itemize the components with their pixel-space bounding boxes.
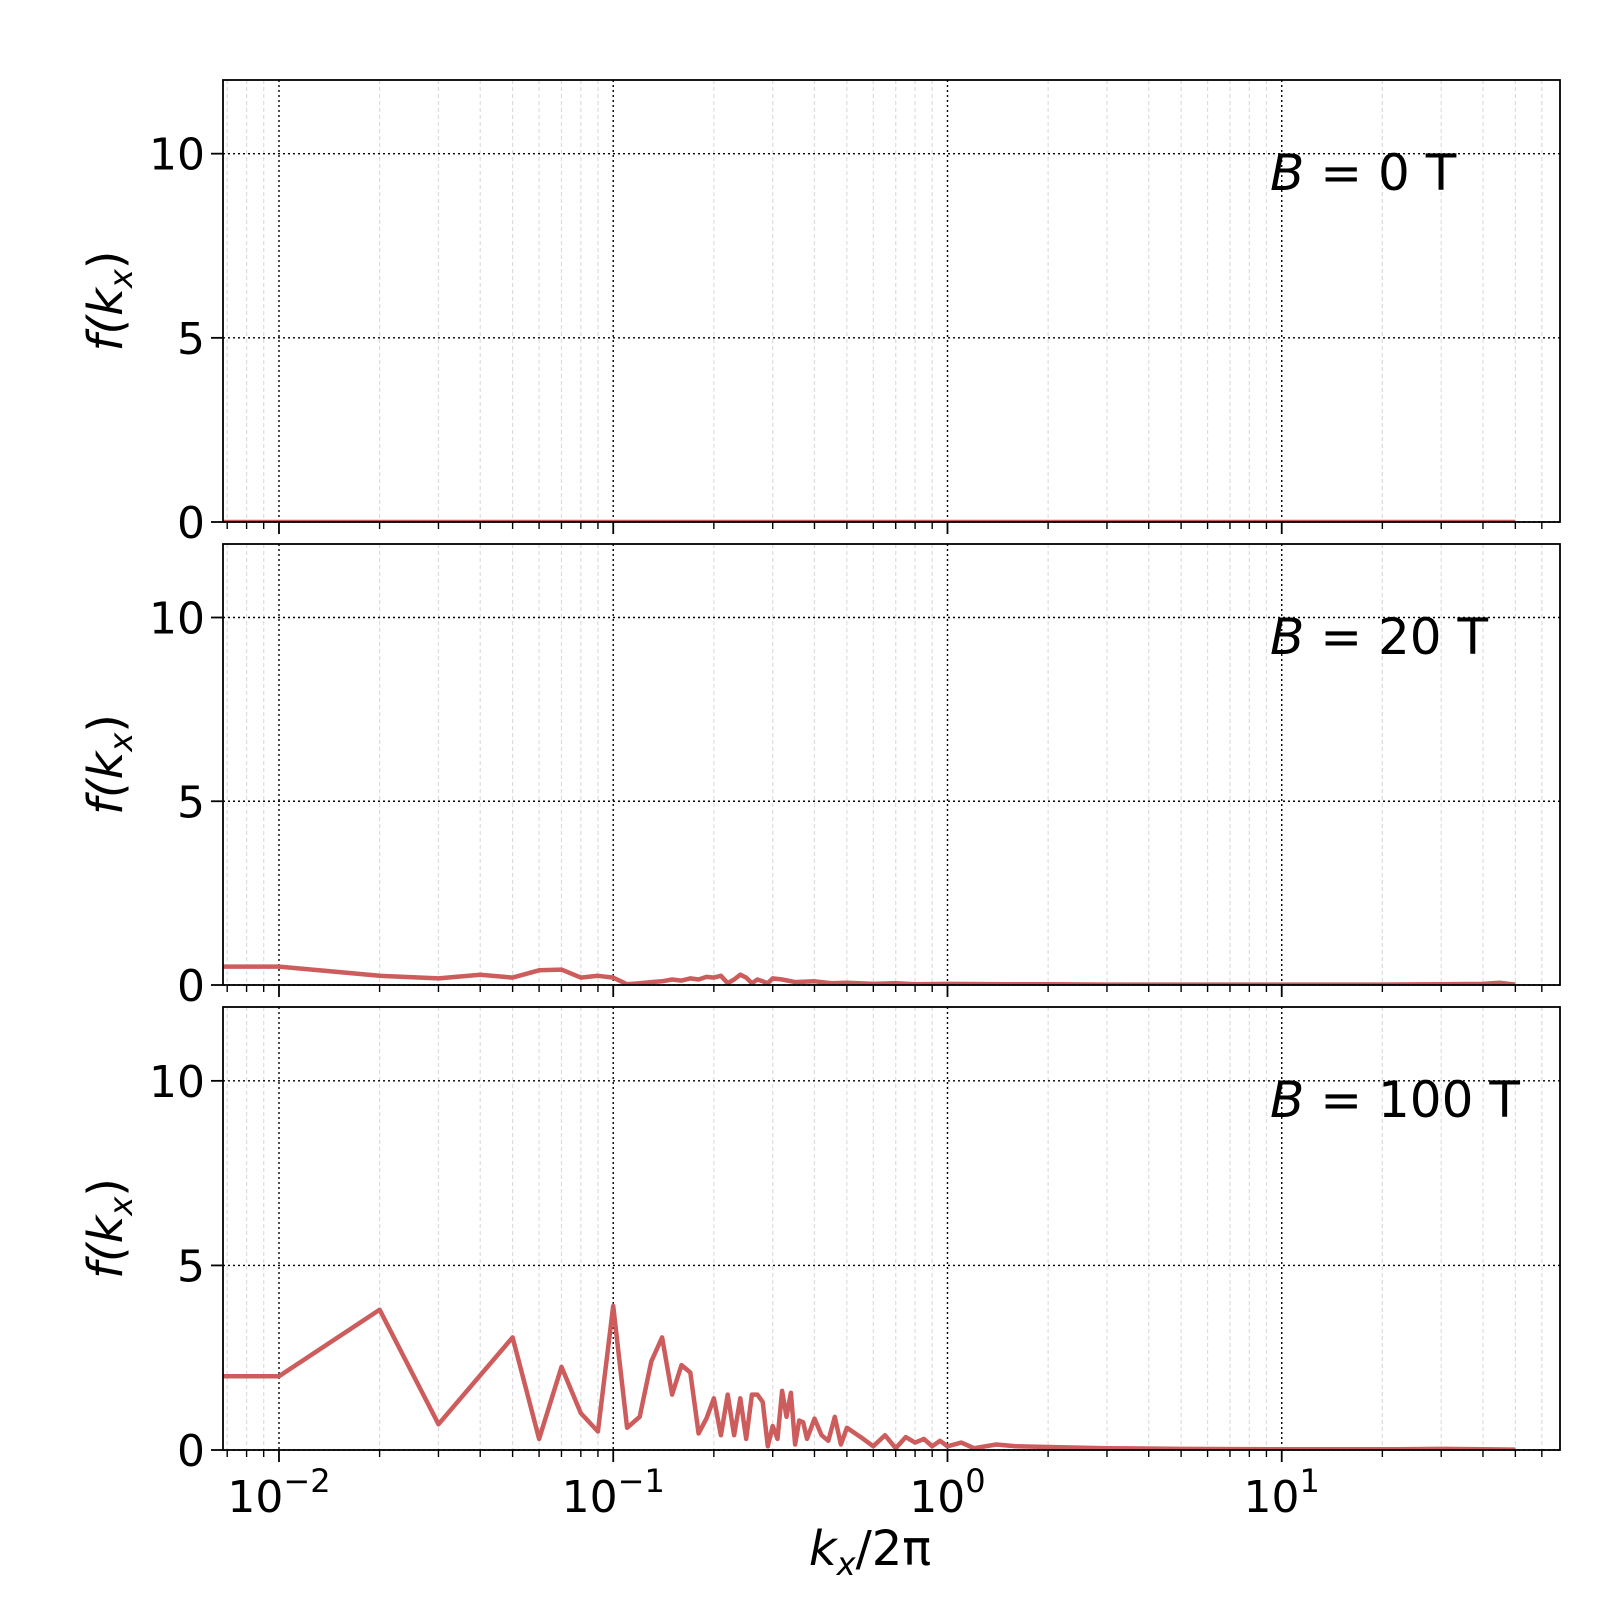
- y-tick-label: 0: [177, 1426, 205, 1477]
- plot-frame: [222, 79, 1561, 523]
- y-axis-label: f(kx): [78, 714, 140, 815]
- chart-panel-2: 0 5 10 f(kx) B = 20 T: [78, 543, 1561, 1012]
- field-annotation: B = 100 T: [1270, 1071, 1520, 1129]
- x-axis-label: kx/2π: [809, 1521, 931, 1583]
- y-tick-label: 10: [149, 130, 205, 181]
- chart-panel-3: 10−2 10−1 100 101 0 5 10 f(kx) B = 100 T: [78, 1006, 1561, 1523]
- x-tick-label: 100: [909, 1462, 985, 1523]
- field-annotation: B = 0 T: [1270, 144, 1457, 202]
- field-annotation: B = 20 T: [1270, 608, 1489, 666]
- grid-lines: [223, 80, 1560, 529]
- y-tick-label: 10: [149, 1057, 205, 1108]
- y-tick-label: 0: [177, 961, 205, 1012]
- plot-frame: [222, 543, 1561, 986]
- y-tick-label: 5: [177, 314, 205, 365]
- y-axis-label: f(kx): [78, 250, 140, 351]
- x-tick-label: 10−2: [227, 1462, 330, 1523]
- y-tick-label: 5: [177, 1241, 205, 1292]
- series-line: [223, 1303, 1516, 1450]
- grid-lines: [223, 544, 1560, 992]
- y-axis-label: f(kx): [78, 1178, 140, 1279]
- grid-lines: [223, 1007, 1560, 1457]
- y-tick-label: 0: [177, 498, 205, 549]
- x-tick-label: 10−1: [562, 1462, 665, 1523]
- y-tick-label: 10: [149, 594, 205, 645]
- plot-frame: [222, 1006, 1561, 1451]
- x-tick-label: 101: [1244, 1462, 1320, 1523]
- chart-panel-1: 0 5 10 f(kx) B = 0 T: [78, 79, 1561, 549]
- y-tick-label: 5: [177, 777, 205, 828]
